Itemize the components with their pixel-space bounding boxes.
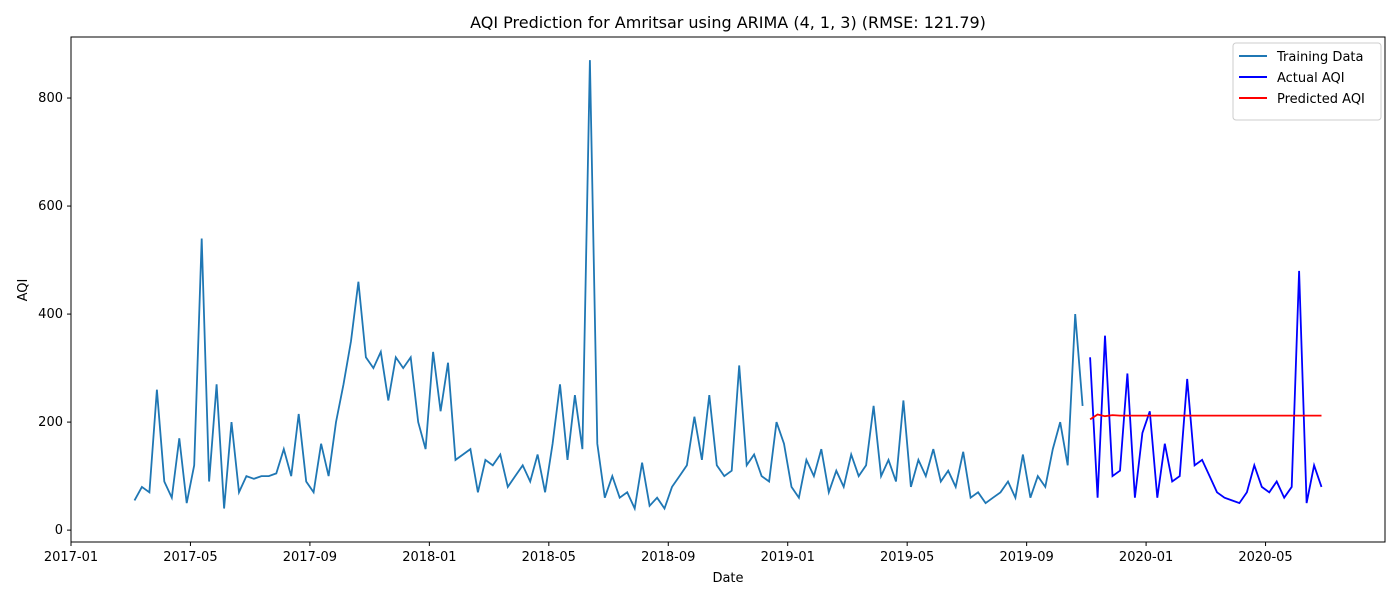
x-tick-label: 2018-09 (641, 550, 695, 565)
y-tick-label: 200 (38, 415, 63, 430)
legend-box (1232, 42, 1382, 121)
x-tick-label: 2020-05 (1238, 550, 1292, 565)
x-tick-label: 2019-01 (761, 550, 815, 565)
legend-label: Training Data (1276, 50, 1363, 65)
chart-title: AQI Prediction for Amritsar using ARIMA … (470, 13, 986, 32)
legend: Training Data Actual AQI Predicted AQI (1232, 42, 1382, 121)
y-tick-label: 400 (38, 307, 63, 322)
x-tick-label: 2019-09 (999, 550, 1053, 565)
series-line (133, 60, 1084, 512)
y-tick-label: 0 (55, 523, 63, 538)
x-tick-label: 2020-01 (1119, 550, 1173, 565)
x-tick-label: 2017-05 (163, 550, 217, 565)
x-axis-label: Date (712, 571, 743, 586)
y-axis-label: AQI (16, 279, 31, 302)
x-tick-label: 2017-09 (283, 550, 337, 565)
y-tick-label: 600 (38, 199, 63, 214)
series-line (1089, 413, 1322, 421)
series-line (1089, 270, 1323, 505)
legend-label: Predicted AQI (1277, 92, 1365, 107)
y-tick-label: 800 (38, 91, 63, 106)
x-tick-label: 2018-01 (402, 550, 456, 565)
x-tick-label: 2018-05 (522, 550, 576, 565)
legend-label: Actual AQI (1277, 71, 1345, 86)
x-tick-label: 2017-01 (44, 550, 98, 565)
plot-frame (70, 36, 1386, 543)
x-tick-label: 2019-05 (880, 550, 934, 565)
